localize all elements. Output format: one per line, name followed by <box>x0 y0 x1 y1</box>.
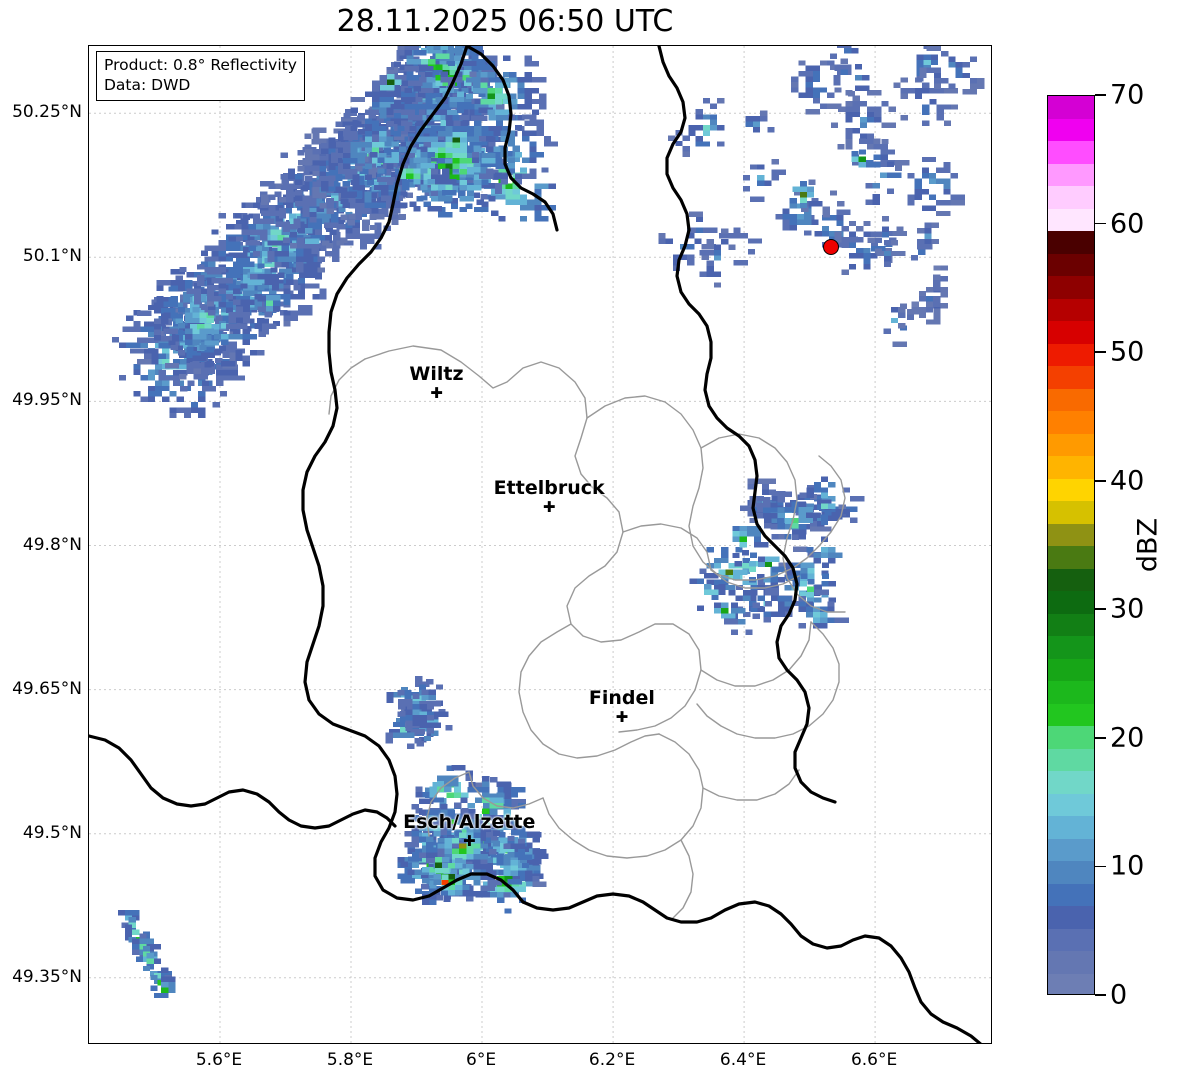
colorbar-segment <box>1048 276 1094 299</box>
colorbar-tick-label: 50 <box>1110 336 1145 368</box>
city-label-ettelbruck: Ettelbruck ✚ <box>493 477 605 517</box>
x-axis-tick-label: 5.6°E <box>195 1050 243 1070</box>
colorbar-gradient <box>1047 95 1095 995</box>
colorbar-segment <box>1048 838 1094 861</box>
colorbar-segment <box>1048 388 1094 411</box>
colorbar-segment <box>1048 546 1094 569</box>
y-axis-tick-label: 50.25°N <box>12 102 82 123</box>
colorbar-segment <box>1048 186 1094 209</box>
colorbar-segment <box>1048 928 1094 951</box>
colorbar-segment <box>1048 703 1094 726</box>
colorbar-tick-label: 20 <box>1110 722 1145 754</box>
city-label-esch-alzette: Esch/Alzette ✚ <box>403 811 536 851</box>
y-axis-tick-label: 49.8°N <box>22 534 82 555</box>
colorbar-segment <box>1048 883 1094 906</box>
colorbar-segment <box>1048 253 1094 276</box>
colorbar-segment <box>1048 208 1094 231</box>
colorbar-segment <box>1048 636 1094 659</box>
x-axis-tick-label: 6°E <box>466 1050 497 1070</box>
y-axis-tick-label: 49.95°N <box>12 390 82 411</box>
colorbar-segment <box>1048 456 1094 479</box>
colorbar-tick-label: 30 <box>1110 593 1145 625</box>
colorbar-segment <box>1048 298 1094 321</box>
radar-site-marker <box>823 238 840 255</box>
y-axis-tick-label: 50.1°N <box>22 246 82 267</box>
colorbar-segment <box>1048 591 1094 614</box>
colorbar-tick <box>1095 479 1106 482</box>
colorbar-segment <box>1048 96 1094 119</box>
colorbar-title: dBZ <box>1132 517 1164 573</box>
colorbar-tick-label: 60 <box>1110 208 1145 240</box>
city-marker-icon: ✚ <box>430 383 443 402</box>
colorbar-segment <box>1048 523 1094 546</box>
colorbar-segment <box>1048 681 1094 704</box>
colorbar-segment <box>1048 141 1094 164</box>
colorbar-tick <box>1095 222 1106 225</box>
city-marker-icon: ✚ <box>542 498 556 517</box>
city-label-findel: Findel ✚ <box>588 686 655 726</box>
x-axis-tick-label: 6.2°E <box>588 1050 636 1070</box>
colorbar-tick-label: 70 <box>1110 79 1145 111</box>
page-title: 28.11.2025 06:50 UTC <box>336 4 674 39</box>
colorbar-segment <box>1048 411 1094 434</box>
colorbar-segment <box>1048 321 1094 344</box>
city-name: Findel <box>588 686 655 709</box>
colorbar-tick-label: 0 <box>1110 979 1128 1011</box>
colorbar-tick <box>1095 865 1106 868</box>
colorbar-segment <box>1048 906 1094 929</box>
y-axis-tick-label: 49.35°N <box>12 966 82 987</box>
colorbar-tick <box>1095 994 1106 996</box>
colorbar-segment <box>1048 771 1094 794</box>
radar-map-svg <box>89 46 991 1043</box>
colorbar-segment <box>1048 861 1094 884</box>
colorbar-segment <box>1048 793 1094 816</box>
colorbar-segment <box>1048 658 1094 681</box>
colorbar-segment <box>1048 613 1094 636</box>
colorbar-segment <box>1048 343 1094 366</box>
colorbar-segment <box>1048 118 1094 141</box>
colorbar-segment <box>1048 433 1094 456</box>
city-label-wiltz: Wiltz ✚ <box>409 362 464 402</box>
city-name: Esch/Alzette <box>403 811 536 834</box>
colorbar-tick <box>1095 94 1106 96</box>
colorbar-tick <box>1095 608 1106 611</box>
colorbar-segment <box>1048 951 1094 974</box>
colorbar-segment <box>1048 816 1094 839</box>
colorbar-segment <box>1048 748 1094 771</box>
x-axis-tick-label: 6.6°E <box>850 1050 898 1070</box>
colorbar-tick <box>1095 351 1106 353</box>
y-axis-tick-label: 49.65°N <box>12 678 82 699</box>
colorbar-tick <box>1095 737 1106 739</box>
x-axis-tick-label: 5.8°E <box>326 1050 374 1070</box>
colorbar-tick-label: 40 <box>1110 465 1145 497</box>
colorbar-segment <box>1048 726 1094 749</box>
colorbar-segment <box>1048 478 1094 501</box>
x-axis-tick-label: 6.4°E <box>719 1050 767 1070</box>
colorbar-tick-label: 10 <box>1110 850 1145 882</box>
colorbar[interactable]: 0 10 20 30 40 50 60 70 <box>1047 80 1144 1011</box>
y-axis-tick-label: 49.5°N <box>22 822 82 843</box>
product-label: Product: 0.8° Reflectivity <box>104 56 297 74</box>
radar-map-plot[interactable] <box>88 45 992 1044</box>
data-source-label: Data: DWD <box>104 76 191 95</box>
colorbar-segment <box>1048 163 1094 186</box>
city-marker-icon: ✚ <box>615 707 629 726</box>
product-info-box: Product: 0.8° Reflectivity Data: DWD <box>96 51 305 101</box>
colorbar-segment <box>1048 231 1094 254</box>
colorbar-segment <box>1048 501 1094 524</box>
colorbar-segment <box>1048 568 1094 591</box>
city-name: Wiltz <box>409 362 464 385</box>
city-name: Ettelbruck <box>493 477 605 500</box>
colorbar-segment <box>1048 973 1094 994</box>
colorbar-segment <box>1048 366 1094 389</box>
city-marker-icon: ✚ <box>462 832 476 851</box>
